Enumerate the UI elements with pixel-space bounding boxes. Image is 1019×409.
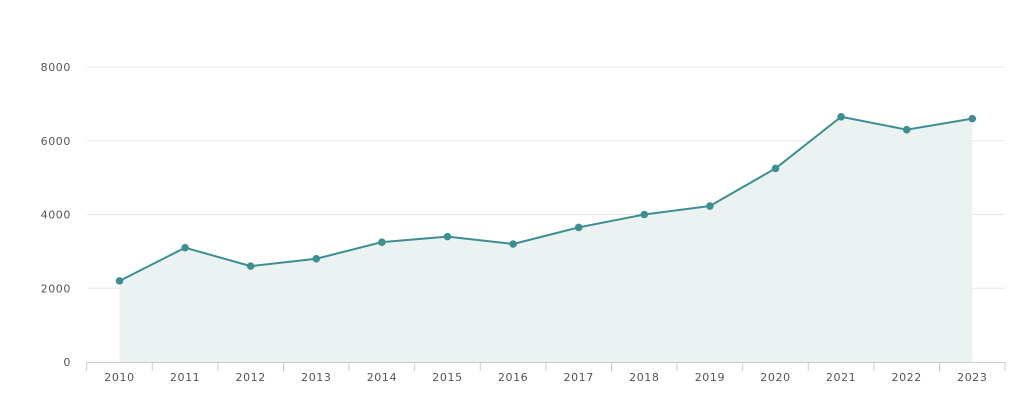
- x-tick-label: 2015: [432, 371, 462, 384]
- x-tick-label: 2011: [170, 371, 200, 384]
- data-point-2011[interactable]: [181, 243, 189, 252]
- x-tick-label: 2016: [498, 371, 528, 384]
- data-point-2012[interactable]: [246, 262, 255, 270]
- data-point-2018[interactable]: [640, 210, 649, 219]
- x-tick-label: 2017: [563, 371, 593, 384]
- series-line: [119, 115, 973, 282]
- data-point-2010[interactable]: [115, 277, 124, 285]
- y-tick-label: 2000: [41, 282, 71, 295]
- x-tick-label: 2021: [826, 371, 856, 384]
- y-tick-label: 8000: [41, 61, 71, 74]
- series-line-layer: [119, 115, 973, 282]
- x-axis-tick-labels: 2010 2011 2012 2013 2014 2015 2016 2017 2018 2019…: [104, 371, 987, 384]
- data-point-2022[interactable]: [902, 125, 911, 134]
- x-tick-label: 2023: [957, 371, 987, 384]
- x-tick-label: 2022: [891, 371, 921, 384]
- data-point-2014[interactable]: [378, 238, 386, 246]
- data-point-2021[interactable]: [837, 112, 845, 121]
- x-tick-label: 2010: [104, 371, 134, 384]
- x-axis: [86, 362, 1006, 371]
- x-tick-label: 2013: [301, 371, 331, 384]
- x-tick-label: 2018: [629, 371, 659, 384]
- x-tick-label: 2014: [367, 371, 397, 384]
- data-points: [115, 112, 977, 285]
- data-point-2019[interactable]: [706, 202, 714, 210]
- area-fill-layer: [119, 116, 973, 362]
- y-tick-label: 4000: [41, 209, 71, 222]
- x-tick-label: 2012: [235, 371, 265, 384]
- data-point-2017[interactable]: [574, 223, 583, 232]
- x-tick-label: 2020: [760, 371, 790, 384]
- data-point-2023[interactable]: [968, 114, 977, 123]
- y-axis-tick-labels: 0 2000 4000 6000 8000: [41, 61, 71, 369]
- data-point-2015[interactable]: [443, 232, 452, 241]
- data-point-2013[interactable]: [312, 254, 321, 263]
- area-fill: [119, 116, 973, 362]
- data-point-2016[interactable]: [509, 240, 517, 248]
- y-tick-label: 0: [63, 356, 71, 369]
- x-tick-label: 2019: [695, 371, 725, 384]
- y-tick-label: 6000: [41, 135, 71, 148]
- data-point-2020[interactable]: [771, 164, 780, 173]
